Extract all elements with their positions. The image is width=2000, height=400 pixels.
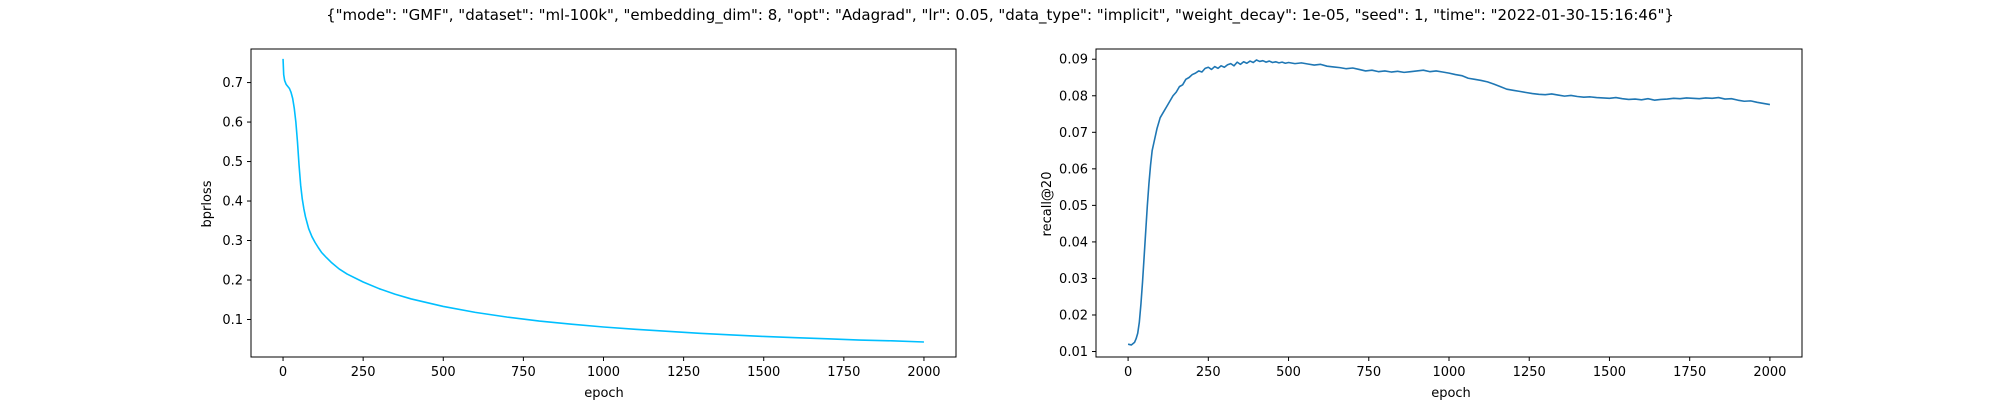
recall-ytick-label: 0.04: [1059, 235, 1088, 250]
recall-ytick-label: 0.02: [1059, 308, 1088, 323]
recall-axes-frame: [1095, 48, 1803, 358]
loss-xtick-label: 1500: [747, 365, 780, 380]
recall-ytick-label: 0.07: [1059, 126, 1088, 141]
loss-ytick-label: 0.4: [222, 195, 243, 210]
loss-ytick-label: 0.7: [222, 76, 243, 91]
recall-ytick-label: 0.03: [1059, 272, 1088, 287]
recall-xlabel: epoch: [1431, 386, 1471, 400]
recall-series-line: [1127, 59, 1771, 346]
recall-xtick-label: 500: [1276, 365, 1301, 380]
loss-ylabel: bprloss: [200, 180, 215, 227]
recall-xtick-label: 750: [1356, 365, 1381, 380]
recall-ylabel: recall@20: [1040, 172, 1055, 237]
loss-xtick-label: 500: [431, 365, 456, 380]
loss-xtick-label: 250: [351, 365, 376, 380]
recall-ytick-label: 0.06: [1059, 162, 1088, 177]
loss-ytick-label: 0.2: [222, 274, 243, 289]
recall-xtick-label: 0: [1124, 365, 1132, 380]
loss-xtick-label: 2000: [907, 365, 940, 380]
loss-axes-frame: [250, 48, 957, 358]
recall-ytick-label: 0.01: [1059, 345, 1088, 360]
recall-xtick-label: 1750: [1673, 365, 1706, 380]
loss-xtick-label: 0: [279, 365, 287, 380]
recall-xtick-label: 1250: [1513, 365, 1546, 380]
recall-xtick-label: 1500: [1593, 365, 1626, 380]
recall-ytick-label: 0.08: [1059, 89, 1088, 104]
recall-xtick-label: 250: [1196, 365, 1221, 380]
loss-xtick-label: 1250: [667, 365, 700, 380]
recall-xtick-label: 1000: [1432, 365, 1465, 380]
recall-subplot: epoch recall@20 0 250 500 750 1000 1250 1500 17…: [1040, 48, 1803, 400]
loss-series-line: [282, 58, 924, 343]
figure-suptitle: {"mode": "GMF", "dataset": "ml-100k", "e…: [326, 6, 1674, 25]
recall-xtick-label: 2000: [1753, 365, 1786, 380]
loss-ytick-label: 0.1: [222, 313, 243, 328]
loss-xtick-label: 1000: [587, 365, 620, 380]
loss-xtick-label: 750: [511, 365, 536, 380]
loss-ytick-label: 0.6: [222, 116, 243, 131]
loss-xlabel: epoch: [584, 386, 624, 400]
recall-ytick-label: 0.09: [1059, 53, 1088, 68]
loss-ytick-label: 0.5: [222, 155, 243, 170]
recall-ytick-label: 0.05: [1059, 199, 1088, 214]
loss-xtick-label: 1750: [827, 365, 860, 380]
loss-ytick-label: 0.3: [222, 234, 243, 249]
loss-subplot: epoch bprloss 0 250 500 750 1000 1250 1500 1750…: [200, 48, 957, 400]
